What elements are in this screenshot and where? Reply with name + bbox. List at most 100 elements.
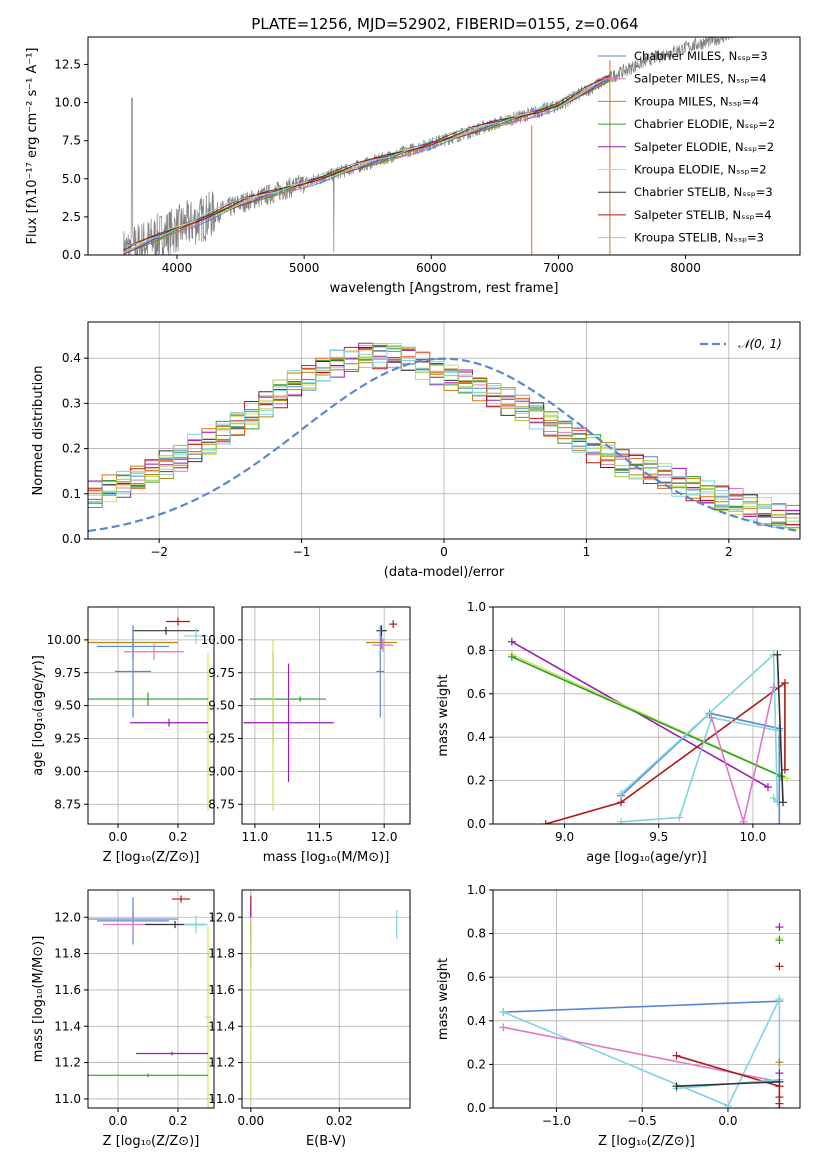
x-tick-label: 9.5 bbox=[649, 830, 668, 844]
y-tick-label: 11.4 bbox=[208, 1019, 235, 1033]
y-tick-label: 9.75 bbox=[208, 666, 235, 680]
y-tick-label: 11.4 bbox=[54, 1019, 81, 1033]
model-line-3 bbox=[123, 79, 610, 254]
legend-entry: Salpeter MILES, Nₛₛₚ=4 bbox=[634, 72, 767, 86]
legend-entry: Salpeter ELODIE, Nₛₛₚ=2 bbox=[634, 140, 774, 154]
histogram-11 bbox=[88, 343, 800, 523]
mass_vs_Z-panel: 0.0 0.2 11.0 11.2 11.4 11.6 11.8 12.0 Z [log₁₀(Z… bbox=[31, 889, 215, 1149]
y-tick-label: 0.0 bbox=[467, 817, 486, 831]
y-tick-label: 0.0 bbox=[62, 532, 81, 546]
x-tick-label: 0.0 bbox=[718, 1114, 737, 1128]
x-tick-label: 4000 bbox=[162, 261, 193, 275]
y-tick-label: 0.2 bbox=[62, 442, 81, 456]
weight-line-6 bbox=[621, 716, 780, 823]
histogram-10 bbox=[88, 345, 800, 526]
age_vs_Z-panel: 0.0 0.2 8.75 9.00 9.25 9.50 9.75 10.00 Z [log₁₀(… bbox=[31, 606, 215, 865]
y-tick-label: 5.0 bbox=[62, 172, 81, 186]
legend-entry: Kroupa MILES, Nₛₛₚ=4 bbox=[634, 94, 759, 108]
observed-spectrum bbox=[123, 37, 736, 255]
weight_vs_Z-plot-area bbox=[499, 923, 784, 1108]
y-tick-label: 1.0 bbox=[467, 883, 486, 897]
weight-line-5 bbox=[676, 1081, 780, 1087]
spectrum-panel: 4000 5000 6000 7000 8000 0.0 2.5 5.0 7.5 10.0 12.5… bbox=[25, 36, 801, 296]
histogram-9 bbox=[88, 349, 800, 526]
y-tick-label: 0.0 bbox=[62, 248, 81, 262]
y-tick-label: 10.0 bbox=[54, 96, 81, 110]
y-tick-label: 11.8 bbox=[208, 947, 235, 961]
weight-line-4 bbox=[620, 712, 781, 824]
histogram-8 bbox=[88, 345, 800, 528]
y-axis-label: mass [log₁₀(M/M⊙)] bbox=[31, 936, 46, 1063]
y-tick-label: 10.00 bbox=[201, 633, 235, 647]
y-tick-label: 8.75 bbox=[54, 797, 81, 811]
model-line-7 bbox=[123, 76, 610, 249]
x-tick-label: 10.0 bbox=[740, 830, 767, 844]
y-axis-label: mass weight bbox=[436, 958, 451, 1040]
y-tick-label: 11.2 bbox=[54, 1056, 81, 1070]
x-tick-label: 0.0 bbox=[108, 830, 127, 844]
legend-entry: Chabrier STELIB, Nₛₛₚ=3 bbox=[634, 185, 773, 199]
model-line-8 bbox=[123, 77, 610, 249]
x-tick-label: 2 bbox=[725, 545, 733, 559]
normal-curve bbox=[88, 357, 800, 533]
axes-frame bbox=[241, 606, 411, 825]
y-tick-label: 9.25 bbox=[54, 732, 81, 746]
y-tick-label: 0.8 bbox=[467, 927, 486, 941]
histogram-2 bbox=[88, 346, 800, 528]
y-tick-label: 12.0 bbox=[208, 910, 235, 924]
weight_vs_Z-panel: −1.0 −0.5 0.0 0.0 0.2 0.4 0.6 0.8 1.0 Z [log₁₀(Z/… bbox=[436, 883, 801, 1149]
x-axis-label: (data-model)/error bbox=[384, 565, 505, 580]
y-tick-label: 11.6 bbox=[208, 983, 235, 997]
y-tick-label: 2.5 bbox=[62, 210, 81, 224]
x-tick-label: −2 bbox=[150, 545, 168, 559]
axes-frame bbox=[87, 36, 801, 256]
histogram-0 bbox=[88, 349, 800, 528]
weight-line-7 bbox=[710, 687, 775, 824]
x-axis-label: E(B-V) bbox=[306, 1134, 346, 1149]
x-axis-label: Z [log₁₀(Z/Z⊙)] bbox=[103, 850, 200, 865]
model-line-1 bbox=[123, 80, 610, 252]
x-tick-label: 12.0 bbox=[371, 830, 398, 844]
y-tick-label: 11.0 bbox=[208, 1092, 235, 1106]
y-tick-label: 0.1 bbox=[62, 487, 81, 501]
y-tick-label: 0.2 bbox=[467, 1057, 486, 1071]
y-tick-label: 0.8 bbox=[467, 643, 486, 657]
x-tick-label: 8000 bbox=[670, 261, 701, 275]
axes-frame bbox=[87, 606, 215, 825]
x-tick-label: 0.0 bbox=[108, 1114, 127, 1128]
y-tick-label: 1.0 bbox=[467, 600, 486, 614]
x-tick-label: −0.5 bbox=[628, 1114, 657, 1128]
x-axis-label: wavelength [Angstrom, rest frame] bbox=[330, 281, 559, 296]
legend-entry: Kroupa STELIB, Nₛₛₚ=3 bbox=[634, 231, 764, 245]
residuals-panel: −2 −1 0 1 2 0.0 0.1 0.2 0.3 0.4 (data-model)/error… bbox=[31, 321, 801, 580]
x-tick-label: 1 bbox=[583, 545, 591, 559]
x-tick-label: 0.2 bbox=[168, 1114, 187, 1128]
axes-frame bbox=[87, 889, 215, 1109]
y-tick-label: 0.0 bbox=[467, 1101, 486, 1115]
y-tick-label: 0.6 bbox=[467, 970, 486, 984]
y-tick-label: 0.3 bbox=[62, 396, 81, 410]
y-axis-label: mass weight bbox=[436, 674, 451, 756]
y-tick-label: 0.6 bbox=[467, 687, 486, 701]
axes-frame bbox=[492, 606, 801, 825]
legend-entry: Kroupa ELODIE, Nₛₛₚ=2 bbox=[634, 163, 767, 177]
y-tick-label: 10.00 bbox=[47, 633, 81, 647]
mass_vs_EBV-panel: 0.00 0.02 11.0 11.2 11.4 11.6 11.8 12.0 E(B-V) bbox=[208, 889, 411, 1149]
x-axis-label: age [log₁₀(age/yr)] bbox=[586, 850, 707, 865]
y-tick-label: 0.2 bbox=[467, 774, 486, 788]
x-axis-label: mass [log₁₀(M/M⊙)] bbox=[263, 850, 390, 865]
y-tick-label: 9.00 bbox=[208, 764, 235, 778]
histogram-1 bbox=[88, 345, 800, 528]
y-tick-label: 9.50 bbox=[208, 699, 235, 713]
x-tick-label: 0 bbox=[440, 545, 448, 559]
weight-line-1 bbox=[502, 998, 781, 1107]
weight-line-0 bbox=[503, 1000, 780, 1013]
x-axis-label: Z [log₁₀(Z/Z⊙)] bbox=[598, 1134, 695, 1149]
age_vs_Z-plot-area bbox=[88, 617, 211, 811]
y-tick-label: 12.5 bbox=[54, 57, 81, 71]
y-tick-label: 0.4 bbox=[467, 730, 486, 744]
weight_vs_age-panel: 9.0 9.5 10.0 0.0 0.2 0.4 0.6 0.8 1.0 age [log₁₀(a… bbox=[436, 600, 801, 865]
mass_vs_EBV-plot-area bbox=[250, 895, 398, 1099]
weight-line-2 bbox=[511, 656, 782, 778]
histogram-6 bbox=[88, 346, 800, 524]
